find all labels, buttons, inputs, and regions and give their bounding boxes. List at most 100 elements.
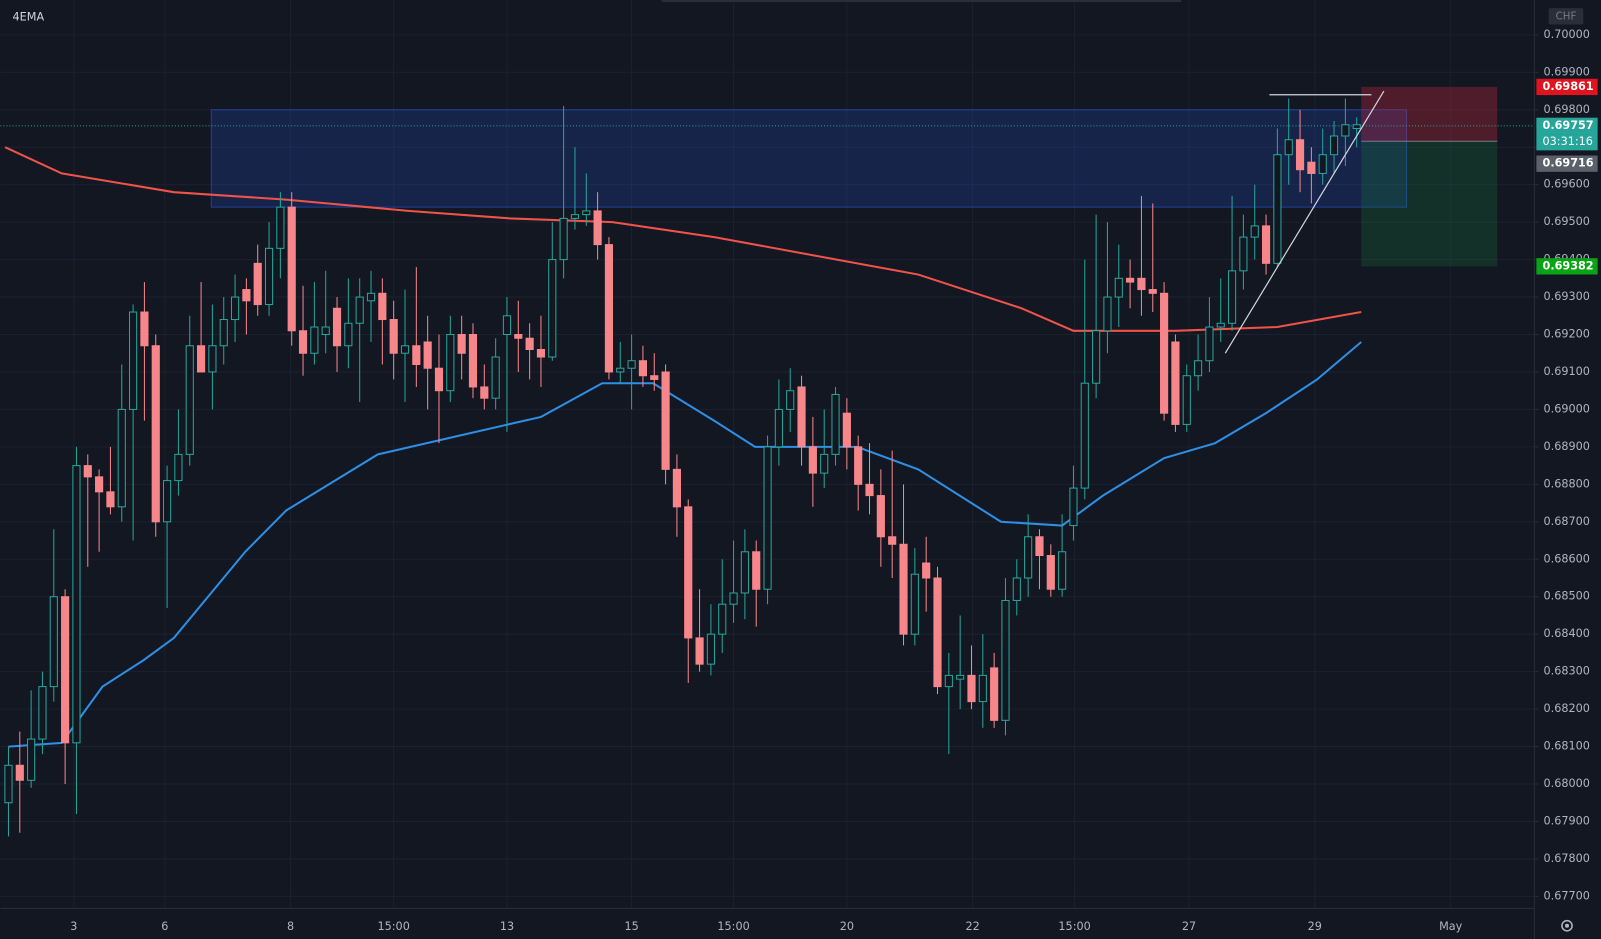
candle-body — [355, 296, 364, 324]
candle-body — [1069, 487, 1078, 527]
candle-body — [1239, 236, 1248, 272]
y-tick-label: 0.68200 — [1544, 702, 1590, 715]
candle-body — [774, 408, 783, 448]
candle-body — [344, 322, 353, 347]
candle-body — [1012, 577, 1021, 601]
y-tick-label: 0.68300 — [1544, 665, 1590, 678]
candle-body — [151, 345, 160, 523]
candle-body — [854, 446, 863, 485]
x-tick-label: 20 — [840, 920, 854, 933]
candle-body — [899, 543, 908, 635]
candle-body — [1307, 161, 1316, 174]
candle-body — [1171, 341, 1180, 425]
candle-body — [525, 337, 534, 351]
x-tick-label: 27 — [1182, 920, 1196, 933]
candle-body — [831, 393, 840, 455]
candle-body — [1046, 555, 1055, 590]
candle-body — [423, 341, 432, 369]
candle-body — [990, 667, 999, 721]
currency[interactable]: CHF — [1556, 11, 1577, 22]
candle-body — [310, 326, 319, 354]
candle-body — [1092, 330, 1101, 384]
candle-body — [684, 506, 693, 639]
candle-body — [196, 345, 206, 373]
candle-body — [378, 292, 387, 321]
candle-body — [1341, 124, 1350, 137]
y-tick-label: 0.68600 — [1544, 552, 1590, 565]
candle-body — [933, 577, 942, 688]
candle-body — [61, 596, 70, 744]
y-tick-label: 0.67900 — [1544, 814, 1590, 827]
candle-body — [808, 446, 817, 474]
countdown-box — [1536, 134, 1598, 151]
candle-body — [1194, 360, 1203, 377]
candle-body — [185, 345, 194, 455]
candle-body — [967, 674, 976, 703]
candle-body — [491, 356, 500, 399]
candle-body — [400, 345, 410, 354]
y-tick-label: 0.68800 — [1544, 477, 1590, 490]
candle-body — [820, 453, 829, 474]
candle-body — [1058, 551, 1067, 590]
candle-body — [1273, 154, 1282, 264]
settings-icon[interactable] — [1561, 919, 1573, 932]
candle-body — [1148, 289, 1157, 294]
candle-body — [1205, 326, 1214, 362]
candle-body — [582, 210, 591, 216]
x-tick-label: 13 — [500, 920, 514, 933]
candle-body — [752, 551, 761, 590]
stop-zone — [1361, 86, 1498, 142]
y-tick-label: 0.69800 — [1544, 103, 1590, 116]
candle-body — [434, 367, 444, 392]
x-tick-label: May — [1439, 920, 1463, 933]
candle-body — [1250, 225, 1259, 238]
candle-body — [468, 333, 478, 388]
candle-body — [15, 764, 24, 781]
candle-body — [729, 592, 738, 605]
y-tick-label: 0.68100 — [1544, 740, 1590, 753]
y-tick-label: 0.69200 — [1544, 328, 1590, 341]
candle-body — [763, 446, 772, 590]
candle-body — [242, 289, 251, 302]
candle-body — [253, 262, 262, 306]
candle-body — [287, 206, 296, 332]
x-tick-label: 22 — [965, 920, 979, 933]
candle-body — [321, 326, 330, 336]
candle-body — [446, 333, 455, 392]
entry-label-box — [1536, 155, 1598, 172]
x-tick-label: 15 — [624, 920, 638, 933]
candle-body — [865, 483, 874, 497]
gear[interactable] — [1561, 919, 1573, 932]
candle-body — [162, 480, 172, 523]
candle-body — [922, 562, 931, 579]
candle-body — [842, 412, 851, 448]
candle-body — [1103, 296, 1112, 332]
x-tick-label: 6 — [161, 920, 168, 933]
x-tick-label: 29 — [1308, 920, 1322, 933]
candle-body — [706, 633, 715, 665]
candle-body — [230, 296, 240, 321]
candle-body — [740, 551, 749, 594]
candle-body — [264, 247, 274, 306]
candle-body — [106, 491, 115, 508]
candle-body — [412, 345, 421, 365]
candle-body — [27, 738, 36, 781]
candle-body — [978, 674, 987, 703]
currency-box[interactable] — [1548, 8, 1584, 25]
candle-body — [4, 764, 13, 804]
plot-area — [0, 0, 1535, 909]
y-tick-label: 0.70000 — [1544, 28, 1590, 41]
candle-body — [536, 348, 546, 358]
gear-center[interactable] — [1564, 923, 1570, 928]
candle-body — [1126, 277, 1135, 283]
candle-body — [559, 217, 568, 261]
candle-body — [910, 573, 919, 635]
candle-body — [95, 476, 104, 493]
candle-body — [480, 386, 489, 399]
candle-body — [876, 495, 885, 538]
x-tick-label: 15:00 — [717, 920, 749, 933]
x-tick-label: 8 — [287, 920, 294, 933]
x-tick-label: 15:00 — [378, 920, 410, 933]
